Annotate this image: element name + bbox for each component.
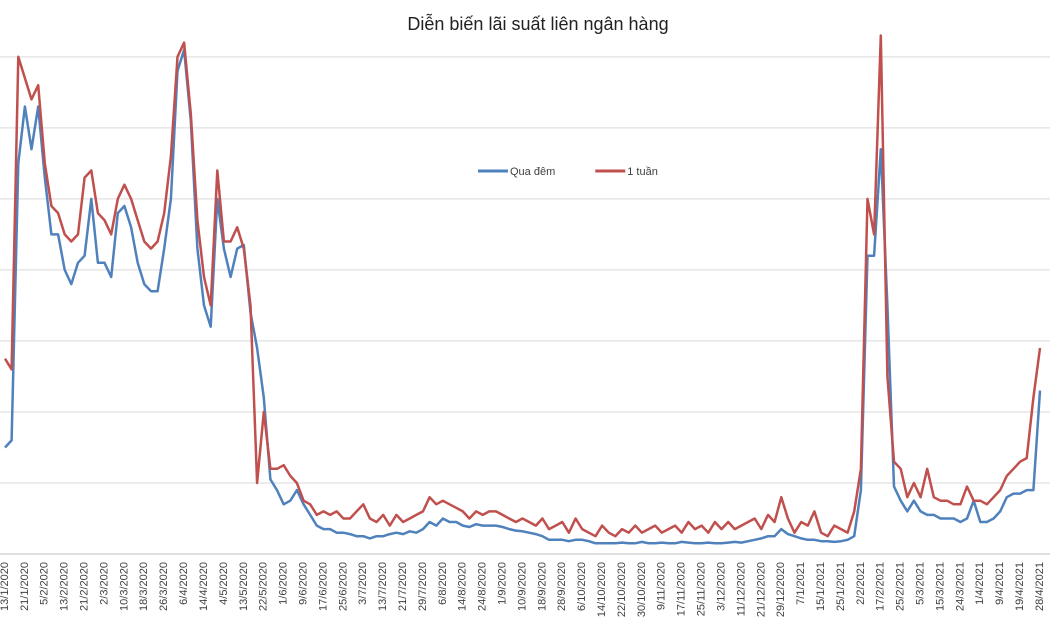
x-tick-label: 21/12/2020	[755, 562, 767, 617]
x-tick-label: 17/6/2020	[317, 562, 329, 611]
x-tick-label: 24/8/2020	[477, 562, 489, 611]
x-tick-label: 24/3/2021	[954, 562, 966, 611]
x-tick-label: 13/7/2020	[377, 562, 389, 611]
x-tick-label: 13/2/2020	[59, 562, 71, 611]
x-tick-label: 2/2/2021	[855, 562, 867, 605]
x-tick-label: 18/9/2020	[536, 562, 548, 611]
x-tick-label: 1/6/2020	[278, 562, 290, 605]
x-tick-label: 22/5/2020	[258, 562, 270, 611]
x-tick-label: 25/11/2020	[696, 562, 708, 616]
x-tick-label: 26/3/2020	[158, 562, 170, 611]
x-tick-label: 13/5/2020	[238, 562, 250, 611]
x-tick-label: 13/1/2020	[0, 562, 11, 611]
x-tick-label: 21/7/2020	[397, 562, 409, 611]
x-tick-label: 6/8/2020	[437, 562, 449, 605]
x-tick-label: 30/10/2020	[636, 562, 648, 617]
x-tick-label: 3/7/2020	[357, 562, 369, 605]
x-tick-label: 6/10/2020	[576, 562, 588, 611]
x-tick-label: 9/11/2020	[656, 562, 668, 610]
x-tick-label: 9/6/2020	[297, 562, 309, 605]
x-tick-label: 5/3/2021	[914, 562, 926, 605]
x-tick-label: 25/2/2021	[895, 562, 907, 611]
x-tick-label: 18/3/2020	[138, 562, 150, 611]
x-tick-label: 15/1/2021	[815, 562, 827, 611]
x-tick-label: 17/2/2021	[875, 562, 887, 611]
x-tick-label: 1/4/2021	[974, 562, 986, 605]
x-tick-label: 10/3/2020	[118, 562, 130, 611]
x-tick-label: 29/7/2020	[417, 562, 429, 611]
x-tick-label: 25/1/2021	[835, 562, 847, 611]
x-tick-label: 14/8/2020	[457, 562, 469, 611]
x-tick-label: 1/9/2020	[497, 562, 509, 605]
x-tick-label: 5/2/2020	[39, 562, 51, 605]
x-tick-label: 15/3/2021	[934, 562, 946, 611]
x-tick-label: 2/3/2020	[98, 562, 110, 605]
x-tick-label: 17/11/2020	[676, 562, 688, 616]
series-line	[3, 34, 1042, 538]
x-tick-label: 10/9/2020	[516, 562, 528, 611]
x-tick-label: 28/9/2020	[556, 562, 568, 611]
x-tick-label: 11/12/2020	[735, 562, 747, 616]
x-tick-label: 21/2/2020	[79, 562, 91, 611]
x-tick-label: 9/4/2021	[994, 562, 1006, 605]
x-tick-label: 28/4/2021	[1034, 562, 1046, 611]
x-tick-label: 14/4/2020	[198, 562, 210, 611]
x-tick-label: 21/1/2020	[19, 562, 31, 611]
x-tick-label: 6/4/2020	[178, 562, 190, 605]
x-tick-label: 4/5/2020	[218, 562, 230, 605]
x-tick-label: 25/6/2020	[337, 562, 349, 611]
x-tick-label: 29/12/2020	[775, 562, 787, 617]
x-tick-label: 7/1/2021	[795, 562, 807, 605]
legend-label: 1 tuần	[627, 166, 658, 178]
x-tick-label: 19/4/2021	[1014, 562, 1026, 611]
x-tick-label: 3/12/2020	[715, 562, 727, 611]
x-tick-label: 14/10/2020	[596, 562, 608, 617]
x-tick-label: 22/10/2020	[616, 562, 628, 617]
legend-label: Qua đêm	[510, 166, 555, 178]
chart-title: Diễn biến lãi suất liên ngân hàng	[407, 13, 668, 34]
